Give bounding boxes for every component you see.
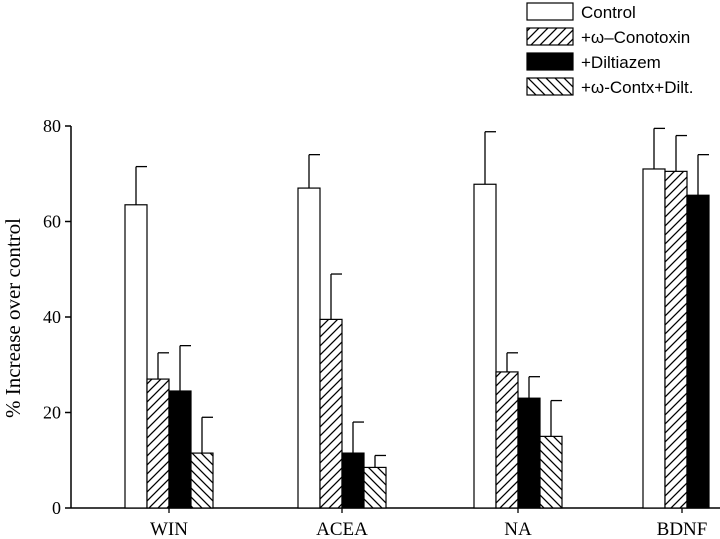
bar [495, 371, 519, 509]
bar [642, 168, 666, 509]
legend-label: +ω–Conotoxin [581, 28, 690, 47]
bar [146, 378, 170, 509]
bar [124, 204, 148, 509]
legend-label: +ω-Contx+Dilt. [581, 78, 693, 97]
y-tick-label: 0 [52, 498, 61, 518]
bar [473, 183, 497, 509]
x-tick-label: ACEA [316, 519, 368, 539]
y-axis-label: % Increase over control [1, 218, 25, 418]
x-tick-label: WIN [150, 519, 188, 539]
bar [341, 452, 365, 509]
legend: Control +ω–Conotoxin +Diltiazem +ω-Contx+Di… [526, 2, 693, 97]
legend-swatch [526, 27, 574, 46]
x-tick-label: BDNF [657, 519, 708, 539]
legend-label: +Diltiazem [581, 53, 661, 72]
bar [319, 318, 343, 509]
bar [297, 187, 321, 509]
legend-swatch [526, 52, 574, 71]
plot-area: 0 20 40 60 80 WIN ACEA NA BDNF [43, 116, 720, 539]
bar [517, 397, 541, 509]
legend-label: Control [581, 3, 636, 22]
bar [168, 390, 192, 509]
bar [190, 452, 214, 509]
legend-swatch [526, 77, 574, 96]
y-tick-label: 40 [43, 307, 61, 327]
bar [539, 435, 563, 509]
y-tick-label: 20 [43, 403, 61, 423]
bar [686, 194, 710, 509]
y-tick-label: 80 [43, 116, 61, 136]
legend-swatch [526, 2, 574, 21]
x-tick-label: NA [504, 519, 532, 539]
y-tick-label: 60 [43, 212, 61, 232]
bar [664, 170, 688, 509]
bar [363, 466, 387, 509]
